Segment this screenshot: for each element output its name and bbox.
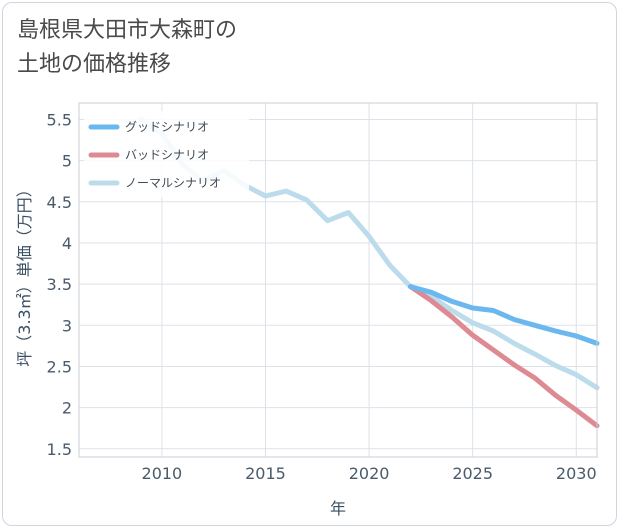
- y-axis-title: 坪（3.3㎡）単価（万円）: [15, 181, 34, 366]
- y-tick-label: 5.5: [47, 110, 72, 129]
- x-tick-label: 2015: [245, 464, 286, 483]
- y-tick-label: 3.5: [47, 275, 72, 294]
- y-tick-label: 4: [62, 234, 72, 253]
- x-tick-label: 2030: [556, 464, 597, 483]
- legend-label: ノーマルシナリオ: [125, 176, 221, 190]
- y-axis-ticks: 1.5 2 2.5 3 3.5 4 4.5 5 5.5: [47, 110, 72, 458]
- x-axis-ticks: 2010 2015 2020 2025 2030: [142, 464, 597, 483]
- y-tick-label: 2.5: [47, 357, 72, 376]
- y-tick-label: 4.5: [47, 193, 72, 212]
- y-tick-label: 2: [62, 399, 72, 418]
- y-tick-label: 3: [62, 316, 72, 335]
- x-axis-title: 年: [330, 499, 346, 518]
- x-tick-label: 2025: [452, 464, 493, 483]
- series-line-2: [408, 284, 600, 429]
- series-line-1: [408, 284, 600, 346]
- y-tick-label: 5: [62, 152, 72, 171]
- plot-frame: [78, 102, 598, 458]
- chart-title: 島根県大田市大森町の 土地の価格推移: [17, 18, 238, 77]
- x-tick-label: 2020: [349, 464, 390, 483]
- chart-card: [2, 2, 617, 526]
- x-tick-label: 2010: [142, 464, 183, 483]
- y-tick-label: 1.5: [47, 440, 72, 459]
- legend-label: バッドシナリオ: [125, 148, 209, 162]
- legend-label: グッドシナリオ: [125, 120, 209, 134]
